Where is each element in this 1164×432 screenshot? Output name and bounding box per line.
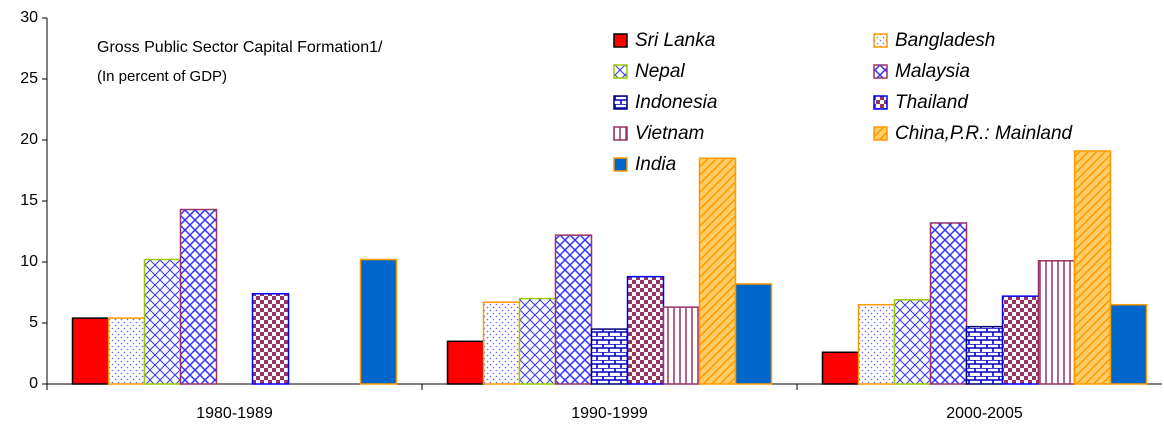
y-tick-label: 30 — [20, 9, 38, 26]
bar — [1109, 303, 1148, 385]
bar — [143, 258, 182, 385]
bar — [893, 299, 932, 385]
legend-label: Bangladesh — [895, 30, 995, 51]
y-tick-label: 25 — [20, 70, 38, 87]
x-tick-label: 2000-2005 — [946, 405, 1023, 422]
legend-swatch — [613, 95, 628, 110]
y-tick-label: 20 — [20, 131, 38, 148]
legend-swatch — [613, 64, 628, 79]
y-tick-label: 0 — [29, 375, 38, 392]
bar — [482, 301, 521, 385]
legend-swatch — [873, 95, 888, 110]
bar — [1001, 295, 1040, 385]
legend-swatch — [613, 33, 628, 48]
bar — [965, 325, 1004, 385]
legend-label: China,P.R.: Mainland — [895, 123, 1074, 144]
legend-swatch — [613, 157, 628, 172]
bar — [1037, 260, 1076, 385]
legend-label: Vietnam — [635, 123, 704, 144]
x-tick-label: 1990-1999 — [571, 405, 648, 422]
bar — [179, 208, 218, 385]
legend-label: Indonesia — [635, 92, 717, 113]
bar — [698, 157, 737, 385]
chart-title: Gross Public Sector Capital Formation1/ — [97, 39, 383, 56]
bar — [359, 258, 398, 385]
bar — [626, 275, 665, 385]
bar — [251, 292, 290, 385]
legend-swatch — [873, 126, 888, 141]
bar — [662, 306, 701, 385]
bar — [518, 297, 557, 385]
legend-swatch — [613, 126, 628, 141]
y-tick-label: 15 — [20, 192, 38, 209]
chart-subtitle: (In percent of GDP) — [97, 68, 227, 85]
legend-swatch — [873, 33, 888, 48]
y-tick-label: 10 — [20, 253, 38, 270]
bar — [554, 234, 593, 385]
legend-label: Malaysia — [895, 61, 970, 82]
bar — [446, 340, 485, 385]
legend-label: India — [635, 154, 676, 175]
bar — [1073, 150, 1112, 385]
bar — [734, 283, 773, 385]
bar — [590, 328, 629, 385]
bar — [857, 303, 896, 385]
bar — [821, 351, 860, 385]
legend-label: Nepal — [635, 61, 685, 82]
legend-swatch — [873, 64, 888, 79]
legend-label: Thailand — [895, 92, 969, 113]
bar — [929, 222, 968, 385]
bar — [71, 317, 110, 385]
bar — [107, 317, 146, 385]
legend-label: Sri Lanka — [635, 30, 715, 51]
x-tick-label: 1980-1989 — [196, 405, 273, 422]
y-tick-label: 5 — [29, 314, 38, 331]
